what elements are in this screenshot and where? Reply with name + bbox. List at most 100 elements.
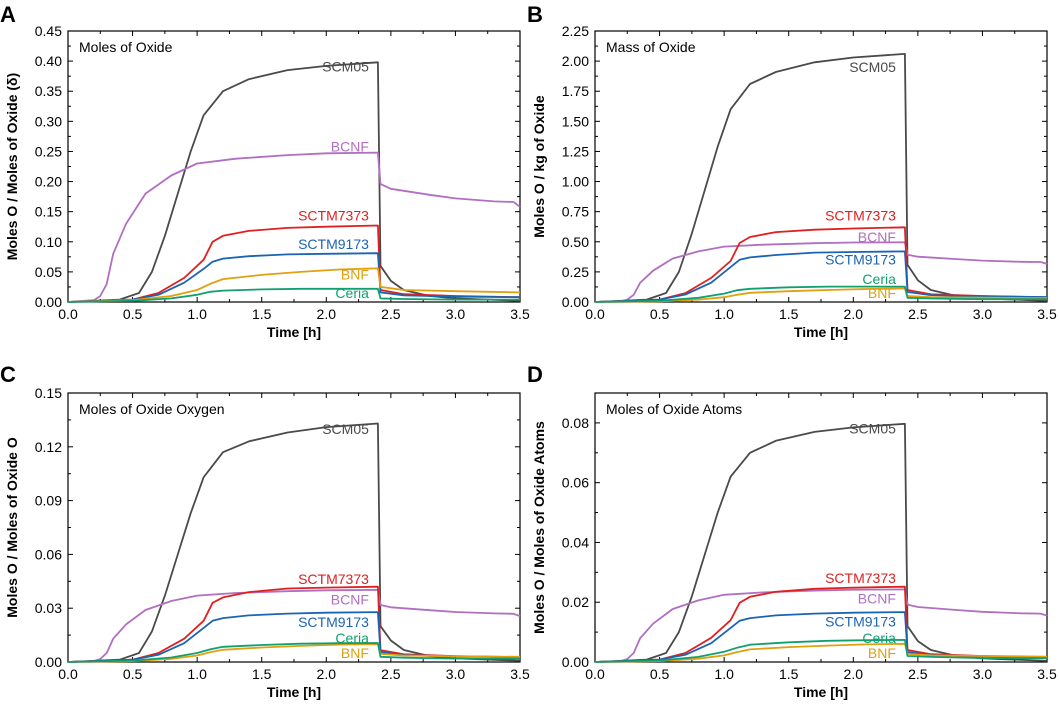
y-tick-label: 0.00	[562, 654, 589, 670]
x-tick-label: 0.0	[58, 306, 78, 322]
y-tick-label: 0.08	[562, 415, 589, 431]
series-label-sctm7373: SCTM7373	[825, 570, 896, 586]
y-tick-label: 0.00	[562, 294, 589, 310]
y-tick-label: 0.03	[35, 600, 62, 616]
y-tick-label: 0.75	[562, 204, 589, 220]
x-tick-label: 0.0	[58, 666, 78, 682]
x-tick-label: 1.0	[187, 306, 207, 322]
x-tick-label: 2.5	[381, 666, 401, 682]
x-tick-label: 2.5	[908, 666, 928, 682]
series-line-scm05	[67, 422, 521, 663]
y-tick-label: 0.06	[562, 475, 589, 491]
y-tick-label: 0.12	[35, 439, 62, 455]
y-tick-label: 0.15	[35, 385, 62, 401]
x-tick-label: 2.5	[381, 306, 401, 322]
series-label-sctm9173: SCTM9173	[298, 614, 369, 630]
x-tick-label: 1.0	[714, 666, 734, 682]
plot-frame	[67, 30, 521, 303]
series-line-sctm7373	[594, 226, 1048, 303]
x-tick-label: 0.5	[650, 666, 670, 682]
series-line-scm05	[67, 61, 521, 303]
y-tick-label: 0.25	[35, 143, 62, 159]
series-label-sctm7373: SCTM7373	[298, 571, 369, 587]
y-tick-label: 0.50	[562, 234, 589, 250]
y-tick-label: 0.30	[35, 113, 62, 129]
series-label-ceria: Ceria	[862, 271, 896, 287]
series-label-sctm9173: SCTM9173	[298, 236, 369, 252]
series-label-sctm7373: SCTM7373	[298, 208, 369, 224]
y-tick-label: 0.10	[35, 234, 62, 250]
series-label-scm05: SCM05	[849, 420, 896, 436]
y-tick-label: 0.00	[35, 654, 62, 670]
plot-frame	[594, 30, 1048, 303]
y-tick-label: 0.15	[35, 204, 62, 220]
series-label-bnf: BNF	[868, 645, 896, 661]
y-tick-label: 1.75	[562, 83, 589, 99]
y-axis-title: Moles O / Moles of Oxide (δ)	[4, 73, 20, 260]
y-tick-label: 1.50	[562, 113, 589, 129]
panel-title: Moles of Oxide Oxygen	[79, 401, 225, 417]
x-tick-label: 2.0	[844, 666, 864, 682]
series-label-bcnf: BCNF	[331, 138, 369, 154]
series-line-bcnf	[594, 241, 1048, 303]
x-tick-label: 0.5	[123, 666, 143, 682]
series-label-sctm9173: SCTM9173	[825, 252, 896, 268]
x-axis-title: Time [h]	[267, 684, 321, 700]
x-tick-label: 1.5	[252, 666, 272, 682]
series-label-scm05: SCM05	[322, 421, 369, 437]
series-label-bnf: BNF	[868, 285, 896, 301]
y-tick-label: 0.40	[35, 53, 62, 69]
series-label-bnf: BNF	[341, 645, 369, 661]
series-line-ceria	[67, 287, 520, 303]
y-axis-title: Moles O / Moles of Oxide Atoms	[531, 421, 547, 634]
series-line-sctm9173	[594, 250, 1048, 303]
x-tick-label: 1.0	[187, 666, 207, 682]
x-tick-label: 1.0	[714, 306, 734, 322]
x-tick-label: 0.0	[585, 666, 605, 682]
series-label-scm05: SCM05	[322, 58, 369, 74]
series-line-sctm7373	[594, 585, 1048, 663]
series-label-sctm9173: SCTM9173	[825, 614, 896, 630]
x-tick-label: 1.5	[779, 306, 799, 322]
x-tick-label: 2.5	[908, 306, 928, 322]
y-tick-label: 2.00	[562, 53, 589, 69]
series-line-bnf	[67, 643, 521, 663]
x-tick-label: 3.0	[973, 666, 993, 682]
x-tick-label: 0.5	[123, 306, 143, 322]
y-tick-label: 0.25	[562, 264, 589, 280]
plot-frame	[594, 392, 1048, 663]
x-tick-label: 1.5	[252, 306, 272, 322]
y-tick-label: 0.04	[562, 534, 589, 550]
series-line-ceria	[594, 639, 1047, 663]
series-line-bnf	[594, 642, 1048, 663]
y-tick-label: 0.00	[35, 294, 62, 310]
series-line-scm05	[594, 53, 1048, 303]
y-tick-label: 2.25	[562, 23, 589, 39]
x-axis-title: Time [h]	[794, 684, 848, 700]
series-label-ceria: Ceria	[862, 630, 896, 646]
panel-title: Moles of Oxide	[79, 39, 173, 55]
x-tick-label: 3.5	[510, 666, 530, 682]
y-tick-label: 0.05	[35, 264, 62, 280]
series-line-sctm9173	[67, 252, 521, 303]
x-tick-label: 3.5	[1037, 306, 1057, 322]
series-line-bcnf	[67, 151, 521, 303]
series-line-sctm7373	[67, 585, 521, 663]
series-line-ceria	[594, 285, 1047, 303]
series-label-ceria: Ceria	[335, 285, 369, 301]
y-tick-label: 0.45	[35, 23, 62, 39]
x-tick-label: 2.0	[317, 666, 337, 682]
panel-letter: B	[527, 2, 543, 27]
y-tick-label: 1.25	[562, 143, 589, 159]
x-tick-label: 3.0	[973, 306, 993, 322]
x-axis-title: Time [h]	[267, 324, 321, 340]
y-tick-label: 0.35	[35, 83, 62, 99]
y-axis-title: Moles O / Moles of Oxide O	[4, 437, 20, 618]
x-tick-label: 3.0	[446, 306, 466, 322]
panel-b: B 0.0 0.5 1.0 1.5 2.0 2.5 3.0 3.5 0.00 0.25 0.50 0.7…	[527, 2, 1057, 340]
x-tick-label: 1.5	[779, 666, 799, 682]
series-line-bnf	[594, 287, 1048, 303]
x-tick-label: 3.5	[1037, 666, 1057, 682]
x-axis-title: Time [h]	[794, 324, 848, 340]
